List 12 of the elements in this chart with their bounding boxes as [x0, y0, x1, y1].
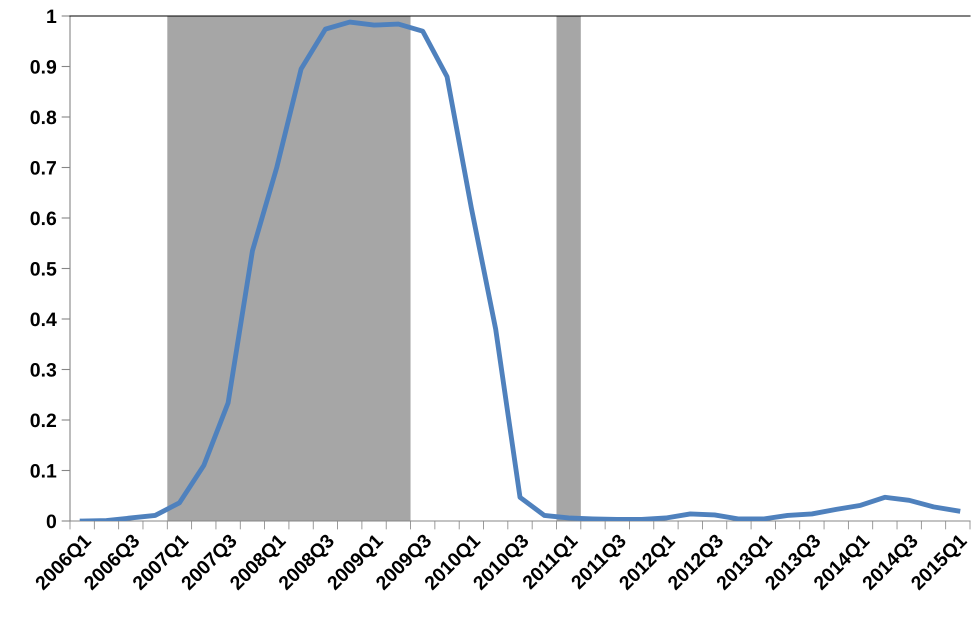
line-series	[80, 20, 960, 521]
y-tick-label: 0	[46, 514, 56, 528]
y-tick-label: 0.8	[30, 110, 56, 124]
y-tick-label: 0.6	[30, 211, 56, 226]
y-tick-label: 0.9	[30, 60, 56, 74]
y-tick-label: 0.2	[30, 413, 56, 428]
y-tick-label: 0.7	[30, 160, 56, 175]
y-tick-label: 0.5	[30, 262, 56, 276]
y-tick-label: 0.1	[30, 464, 56, 478]
y-tick-label: 1	[47, 10, 56, 24]
y-tick-label: 0.3	[30, 362, 56, 377]
y-tick-label: 0.4	[30, 312, 57, 326]
